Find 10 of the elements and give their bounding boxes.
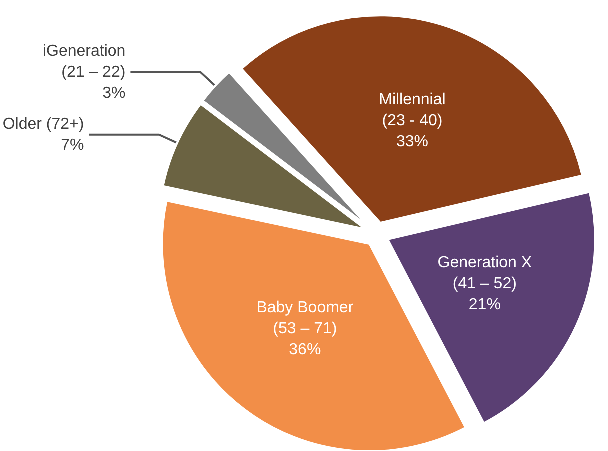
slice-label: iGeneration (21 – 22)	[42, 42, 126, 81]
data-label: 21%	[468, 296, 501, 314]
slice-label: Older (72+)	[2, 116, 84, 133]
slice-label: Millennial (23 - 40)	[379, 92, 446, 130]
data-label: 7%	[61, 136, 84, 154]
slice-label: Baby Boomer (53 – 71)	[256, 300, 354, 338]
slice-label: Generation X (41 – 52)	[438, 254, 532, 292]
data-label: 36%	[289, 342, 322, 359]
data-label: 3%	[102, 84, 126, 102]
data-label: 33%	[396, 134, 428, 151]
